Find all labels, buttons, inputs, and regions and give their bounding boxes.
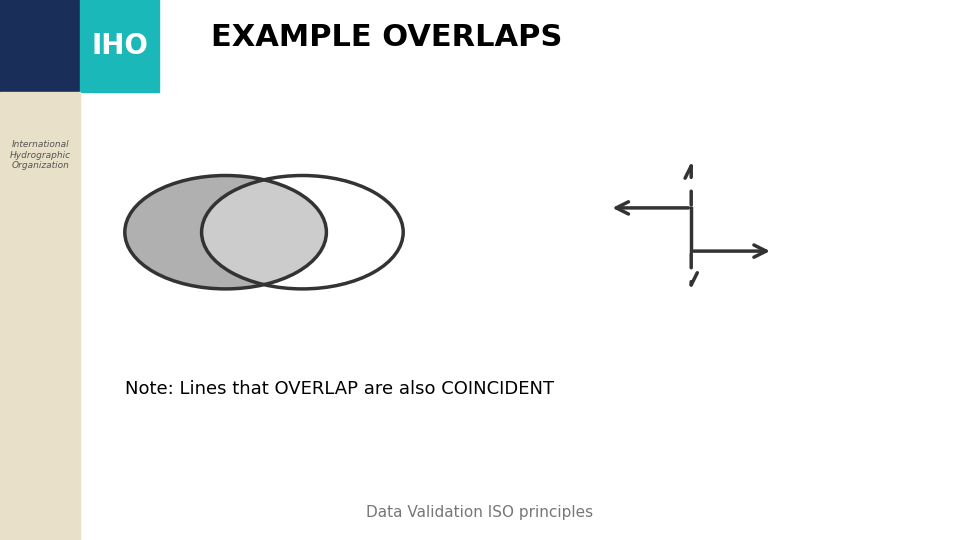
- Circle shape: [125, 176, 326, 289]
- Bar: [0, 92, 80, 540]
- Bar: [0, 0, 80, 92]
- Text: EXAMPLE OVERLAPS: EXAMPLE OVERLAPS: [211, 23, 563, 52]
- Circle shape: [202, 176, 403, 289]
- Text: Note: Lines that OVERLAP are also COINCIDENT: Note: Lines that OVERLAP are also COINCI…: [125, 380, 554, 398]
- Text: International
Hydrographic
Organization: International Hydrographic Organization: [10, 140, 71, 170]
- Text: IHO: IHO: [91, 32, 149, 60]
- Bar: [80, 0, 159, 92]
- Text: Data Validation ISO principles: Data Validation ISO principles: [367, 505, 593, 521]
- Circle shape: [125, 176, 326, 289]
